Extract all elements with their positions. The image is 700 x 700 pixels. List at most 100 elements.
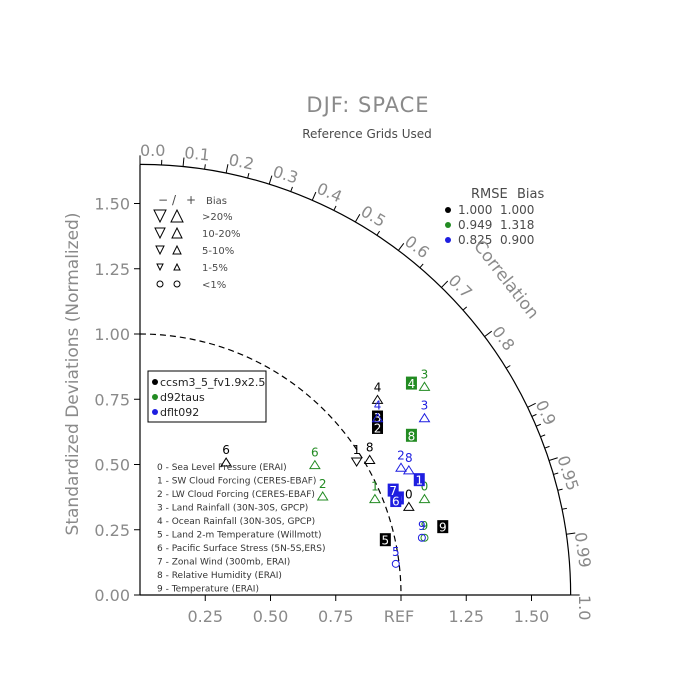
data-point-label: 1 [371,480,379,494]
x-tick-label: 0.50 [253,607,289,626]
reference-arc [139,333,402,596]
bias-legend-label: 10-20% [202,229,241,240]
data-point-label: 3 [374,411,382,425]
data-point-box [405,428,417,442]
corr-minor-tick [531,413,537,417]
corr-tick [527,402,536,408]
corr-tick [268,175,273,185]
corr-minor-tick [419,263,424,269]
points-layer: 012345689012346890123456789 [220,367,449,568]
corr-minor-tick [290,186,293,192]
data-point: 0 [402,487,415,511]
corr-minor-tick [247,173,250,179]
bias-legend-label: 1-5% [202,263,228,274]
rmse-legend-dot [445,237,451,243]
corr-minor-tick [204,164,206,170]
bias-legend-down-triangle [156,263,164,272]
data-point-label: 9 [418,519,426,533]
corr-tick [182,157,185,167]
data-point-symbol [402,464,415,475]
data-point: 5 [391,545,400,568]
data-point-symbol [371,394,384,404]
variable-label: 7 - Zonal Wind (300mb, ERAI) [157,558,290,568]
bias-value: 0.900 [500,233,534,247]
data-point: 2 [372,420,384,435]
rmse-legend-dot [445,207,451,213]
variable-label: 3 - Land Rainfall (30N-30S, GPCP) [157,504,308,514]
data-point-symbol [395,462,407,472]
data-point: 8 [405,428,417,443]
outer-arc [139,163,572,596]
chart-subtitle: Reference Grids Used [302,127,432,141]
bias-legend-title: Bias [206,196,227,207]
y-axis-label: Standardized Deviations (Normalized) [63,213,83,536]
data-point: 3 [418,367,431,391]
data-point-symbol [417,533,426,542]
corr-minor-tick [540,434,546,438]
data-point: 6 [390,494,402,509]
case-legend-dot [152,394,158,400]
corr-tick-label: 0.99 [571,531,595,569]
bias-legend-up-triangle [170,208,184,223]
data-point: 7 [387,483,399,498]
corr-tick-label: 0.1 [184,143,211,164]
data-point-label: 0 [421,480,429,494]
data-point-box [379,533,391,547]
bias-legend-up-triangle [171,226,183,239]
data-point: 2 [316,477,329,501]
data-point-symbol [308,459,321,470]
bias-legend-circle [156,280,164,288]
y-tick-label: 1.25 [94,260,130,279]
variable-label: 4 - Ocean Rainfall (30N-30S, GPCP) [157,517,315,527]
data-point-symbol [363,454,376,464]
data-point-label: 4 [408,377,416,391]
data-point: 6 [308,446,321,470]
data-point: 3 [372,410,384,425]
bias-value: 1.318 [500,218,534,232]
data-point-label: 2 [319,477,327,491]
corr-tick-label: 0.0 [140,141,165,160]
corr-tick [397,242,405,251]
variable-label: 9 - Temperature (ERAI) [157,585,259,595]
data-point: 2 [395,448,407,472]
rmse-value: 1.000 [458,203,492,217]
rmse-legend-dot [445,222,451,228]
data-point-label: 7 [389,484,397,498]
data-point-box [372,420,384,434]
data-point-label: 8 [408,429,416,443]
data-point-symbol [391,559,400,568]
case-legend-label: dflt092 [160,406,199,419]
corr-tick [566,532,576,535]
bias-value: 1.000 [500,203,534,217]
data-point: 9 [437,520,449,535]
data-point-label: 9 [421,519,429,533]
data-point-symbol [368,493,381,504]
data-point-label: 5 [392,545,400,559]
y-tick-label: 0.50 [94,456,130,475]
corr-tick-label: 0.8 [488,323,518,355]
data-point: 8 [402,451,415,475]
data-point-label: 2 [397,448,405,462]
axes-layer [139,163,572,596]
corr-minor-tick [333,205,337,211]
bias-legend-up-triangle [173,262,181,271]
data-point: 9 [420,519,429,542]
corr-tick-label: 0.4 [314,179,345,207]
variable-label: 5 - Land 2-m Temperature (Willmott) [157,531,322,541]
x-tick-label: 1.50 [514,607,550,626]
corr-tick-label: 1.0 [575,595,594,620]
y-tick-label: 1.00 [94,325,130,344]
bias-legend-down-triangle [153,209,167,224]
corr-tick [441,280,449,288]
corr-minor-tick [376,230,381,236]
corr-minor-tick [505,365,511,369]
corr-minor-tick [462,306,468,311]
y-tick-label: 0.25 [94,521,130,540]
corr-tick [225,164,229,174]
correlation-label: Correlation [469,237,542,323]
data-point-label: 1 [415,474,423,488]
data-point-symbol [371,412,384,423]
data-point-symbol [420,533,429,542]
